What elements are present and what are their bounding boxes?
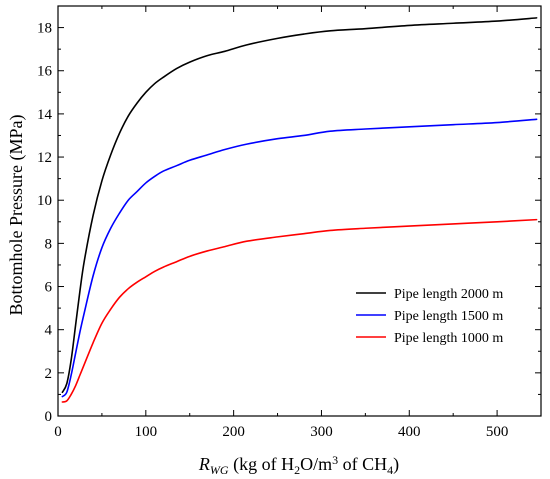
series-line-1 — [61, 118, 538, 398]
legend-label-1: Pipe length 1500 m — [394, 309, 503, 324]
y-tick-label: 6 — [45, 280, 53, 296]
x-axis-title-sub2: 2 — [294, 463, 300, 477]
x-axis-title: RWG (kg of H2O/m3 of CH4) — [198, 453, 399, 477]
series-lines — [61, 17, 538, 403]
x-axis-title-sub3: 4 — [387, 463, 393, 477]
plot-area-border — [57, 5, 542, 417]
x-tick-label: 400 — [398, 424, 421, 440]
x-axis-title-part1: (kg of H — [229, 454, 295, 475]
y-tick-label: 0 — [45, 409, 53, 425]
y-tick-label: 16 — [37, 64, 53, 80]
legend: Pipe length 2000 m Pipe length 1500 m Pipe… — [356, 287, 503, 346]
plot-frame — [57, 5, 542, 417]
x-axis-ticks: 0 100 200 300 400 500 — [54, 6, 508, 440]
y-tick-label: 8 — [45, 236, 53, 252]
x-tick-label: 300 — [310, 424, 333, 440]
y-tick-label: 2 — [45, 366, 53, 382]
x-axis-title-sub: WG — [210, 463, 229, 477]
y-axis-title: Bottomhole Pressure (MPa) — [6, 115, 27, 316]
x-axis-title-part3: of CH — [338, 454, 387, 474]
y-tick-label: 14 — [37, 107, 53, 123]
y-tick-label: 12 — [37, 150, 52, 166]
x-axis-title-part2: O/m — [300, 454, 332, 474]
x-tick-label: 0 — [54, 424, 62, 440]
x-tick-label: 500 — [486, 424, 509, 440]
legend-label-2: Pipe length 1000 m — [394, 331, 503, 346]
x-tick-label: 200 — [222, 424, 245, 440]
y-tick-label: 4 — [45, 323, 53, 339]
y-tick-label: 10 — [37, 193, 52, 209]
x-tick-label: 100 — [135, 424, 158, 440]
series-line-0 — [61, 17, 538, 394]
legend-label-0: Pipe length 2000 m — [394, 287, 503, 302]
x-axis-title-part4: ) — [393, 454, 399, 475]
y-tick-label: 18 — [37, 21, 52, 37]
y-axis-ticks: 0 2 4 6 8 10 12 14 16 18 — [37, 21, 541, 425]
series-line-2 — [61, 218, 538, 403]
x-axis-title-main: R — [198, 454, 210, 474]
x-axis-title-sup: 3 — [332, 453, 338, 467]
